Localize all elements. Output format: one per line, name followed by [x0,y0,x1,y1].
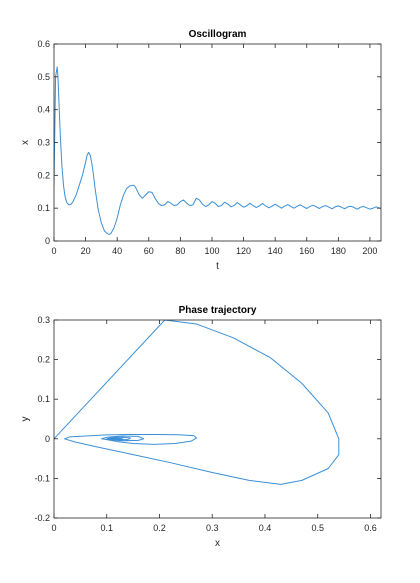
y-axis-label: x [20,140,31,145]
oscillogram-panel: 0 20 40 60 80 100 120 140 160 180 200 0 0.1 0.2 0.3 0.4… [20,29,382,272]
y-tick-label: -0.1 [34,473,50,483]
x-tick-label: 200 [362,246,377,256]
y-tick-label: 0.3 [37,315,50,325]
x-tick-label: 120 [236,246,251,256]
x-tick-label: 180 [331,246,346,256]
x-axis-label: x [215,538,220,549]
x-tick-label: 0 [51,246,56,256]
y-tick-label: 0.2 [37,355,50,365]
x-tick-label: 0.4 [259,523,272,533]
x-tick-label: 60 [144,246,154,256]
x-axis-label: t [216,261,219,272]
y-tick-label: 0.2 [37,170,50,180]
y-tick-label: 0.1 [37,203,50,213]
x-tick-label: 140 [268,246,283,256]
x-tick-label: 100 [204,246,219,256]
x-tick-label: 80 [175,246,185,256]
series-line-0 [54,320,340,485]
y-tick-label: 0.1 [37,394,50,404]
y-axis-label: y [20,417,31,422]
x-tick-label: 0.6 [364,523,377,533]
x-tick-label: 0.5 [311,523,324,533]
chart-title: Phase trajectory [179,305,257,316]
y-tick-label: 0.5 [37,72,50,82]
x-tick-label: 0.3 [206,523,219,533]
x-tick-label: 0.1 [100,523,113,533]
x-tick-label: 20 [81,246,91,256]
x-tick-label: 160 [299,246,314,256]
y-tick-label: 0 [45,236,50,246]
x-tick-label: 40 [112,246,122,256]
y-tick-label: -0.2 [34,513,50,523]
series-line-0 [54,66,381,235]
axes-frame [53,43,382,242]
axes-frame [53,319,382,519]
y-tick-label: 0.4 [37,105,50,115]
phase-trajectory-panel: 0 0.1 0.2 0.3 0.4 0.5 0.6 -0.2 -0.1 0 0.1 0.2 0.3 Pha… [20,305,382,549]
x-tick-label: 0 [51,523,56,533]
chart-title: Oscillogram [189,29,247,40]
y-tick-label: 0.6 [37,39,50,49]
y-tick-label: 0.3 [37,138,50,148]
x-tick-label: 0.2 [153,523,166,533]
y-tick-label: 0 [45,434,50,444]
